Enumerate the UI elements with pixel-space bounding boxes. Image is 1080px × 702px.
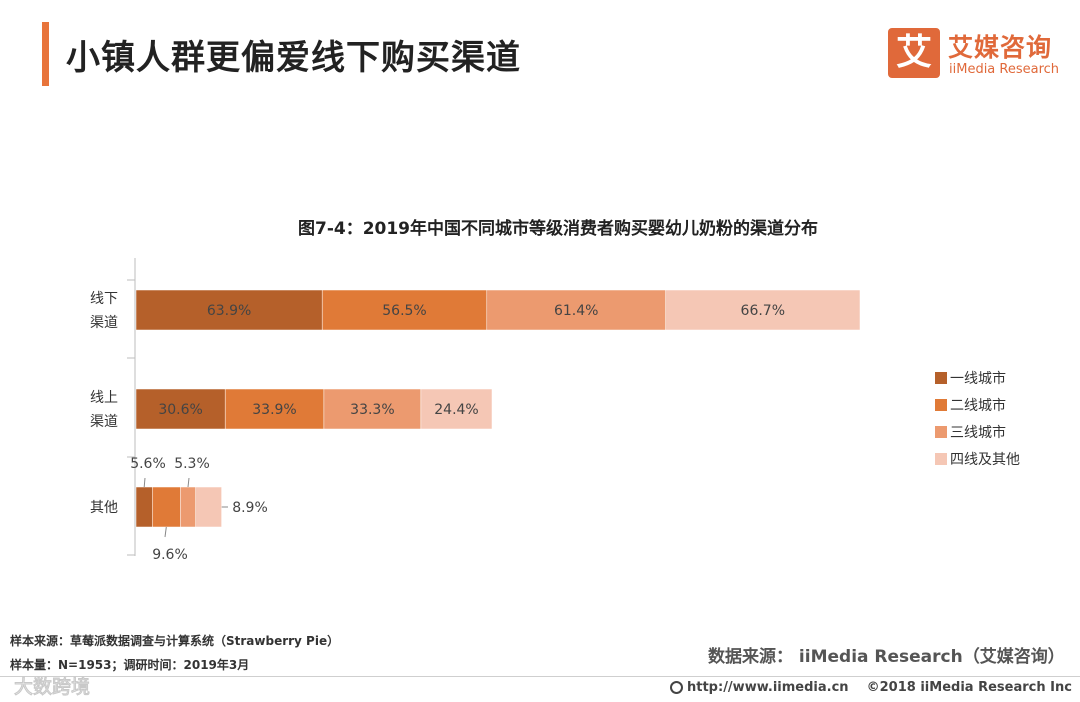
data-label-2-3: 8.9% [232, 500, 268, 516]
data-label-1-2: 33.3% [350, 402, 394, 418]
bar-2-0 [135, 486, 153, 528]
website-link[interactable]: http://www.iimedia.cn [687, 680, 849, 695]
bar-2-1 [152, 486, 181, 528]
bar-1-3 [420, 388, 493, 430]
bar-0-0 [135, 289, 323, 331]
legend-label-1: 二线城市 [950, 397, 1006, 414]
legend-label-2: 三线城市 [950, 424, 1006, 441]
bar-1-2 [323, 388, 422, 430]
category-label-0-0: 线下 [90, 291, 118, 307]
bar-2-3 [195, 486, 222, 528]
title-accent-bar [42, 22, 49, 86]
data-label-1-3: 24.4% [434, 402, 478, 418]
legend-swatch-2 [935, 426, 947, 438]
data-label-1-0: 30.6% [158, 402, 202, 418]
data-label-2-0: 5.6% [130, 456, 166, 472]
data-label-2-1: 9.6% [152, 547, 188, 563]
bar-2-2 [180, 486, 196, 528]
legend-swatch-3 [935, 453, 947, 465]
leader-line-1 [164, 526, 167, 538]
data-label-0-3: 66.7% [741, 303, 785, 319]
data-label-1-1: 33.9% [252, 402, 296, 418]
channel-distribution-chart: 图7-4：2019年中国不同城市等级消费者购买婴幼儿奶粉的渠道分布线下渠道线上渠… [90, 218, 1020, 563]
category-label-0-1: 渠道 [90, 315, 118, 331]
data-label-0-2: 61.4% [554, 303, 598, 319]
bar-0-3 [665, 289, 861, 331]
page-title: 小镇人群更偏爱线下购买渠道 [66, 38, 521, 78]
bar-0-1 [321, 289, 488, 331]
category-label-1-0: 线上 [90, 390, 118, 406]
data-source: 数据来源： iiMedia Research（艾媒咨询） [708, 647, 1065, 667]
legend-label-0: 一线城市 [950, 370, 1006, 387]
category-label-1-1: 渠道 [90, 414, 118, 430]
legend-swatch-1 [935, 399, 947, 411]
logo-mark: 艾 [888, 28, 940, 78]
bar-1-1 [224, 388, 325, 430]
data-label-2-2: 5.3% [174, 456, 210, 472]
legend-swatch-0 [935, 372, 947, 384]
leader-line-2 [187, 477, 190, 488]
leader-line-0 [143, 477, 146, 488]
data-label-0-0: 63.9% [207, 303, 251, 319]
logo-cn-text: 艾媒咨询 [948, 33, 1053, 62]
sample-size: 样本量：N=1953；调研时间：2019年3月 [10, 658, 250, 672]
legend-label-3: 四线及其他 [950, 452, 1020, 468]
data-label-0-1: 56.5% [382, 303, 426, 319]
watermark: 大数跨境 [13, 676, 91, 699]
bar-1-0 [135, 388, 226, 430]
sample-source: 样本来源：草莓派数据调查与计算系统（Strawberry Pie） [10, 634, 340, 648]
chart-title: 图7-4：2019年中国不同城市等级消费者购买婴幼儿奶粉的渠道分布 [298, 218, 818, 239]
bar-0-2 [486, 289, 666, 331]
copyright-line: http://www.iimedia.cn ©2018 iiMedia Rese… [670, 680, 1072, 695]
category-label-2-0: 其他 [90, 500, 118, 516]
copyright-text: ©2018 iiMedia Research Inc [866, 680, 1072, 695]
globe-icon [670, 681, 683, 694]
footer-divider [0, 676, 1080, 677]
logo-en-text: iiMedia Research [949, 62, 1060, 77]
iimedia-logo[interactable]: 艾 艾媒咨询 iiMedia Research [888, 28, 1068, 84]
